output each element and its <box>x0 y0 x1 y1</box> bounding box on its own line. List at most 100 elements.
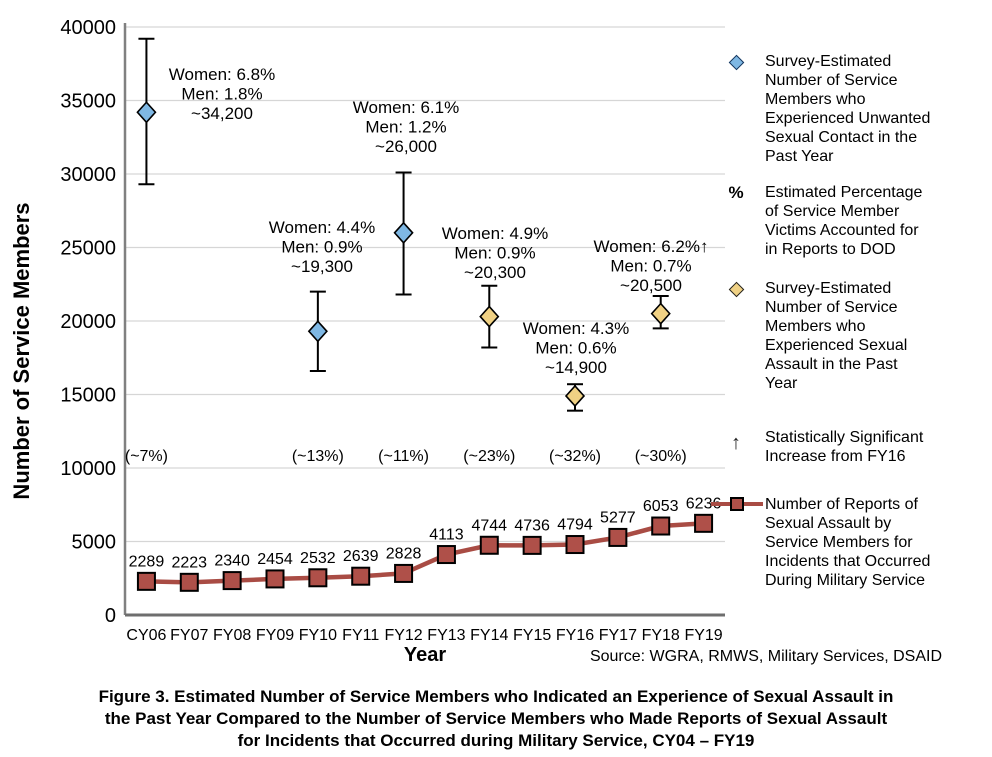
y-tick-label: 10000 <box>60 458 116 480</box>
survey-annotation-line: Women: 6.2%↑ <box>594 237 709 256</box>
survey-annotation-line: ~34,200 <box>191 104 253 123</box>
legend-item-reports: Number of Reports of Sexual Assault by S… <box>765 496 931 589</box>
survey-annotation-line: Men: 1.8% <box>181 85 262 104</box>
x-tick-label: FY13 <box>427 627 465 644</box>
report-marker <box>479 535 499 555</box>
pct-reported-label: (~11%) <box>378 448 429 465</box>
percent-icon: % <box>728 183 744 202</box>
y-tick-label: 0 <box>105 605 116 627</box>
y-tick-label: 25000 <box>60 238 116 260</box>
blue-diamond-icon <box>710 54 762 73</box>
legend-item-unwanted-contact: Survey-Estimated Number of Service Membe… <box>765 53 931 165</box>
x-axis-title: Year <box>403 644 447 666</box>
source-note: Source: WGRA, RMWS, Military Services, D… <box>589 648 942 665</box>
x-tick-label: FY16 <box>556 627 594 644</box>
survey-diamond <box>564 384 586 408</box>
report-data-label: 2454 <box>257 551 293 568</box>
survey-annotation-line: Women: 6.1% <box>353 98 459 117</box>
survey-annotation-line: Men: 0.9% <box>281 238 362 257</box>
y-tick-label: 35000 <box>60 91 116 113</box>
report-marker <box>308 568 328 588</box>
pct-reported-label: (~32%) <box>549 448 601 465</box>
x-tick-label: CY06 <box>126 627 166 644</box>
report-data-label: 2289 <box>129 553 165 570</box>
pct-reported-label: (~13%) <box>292 448 344 465</box>
survey-diamond <box>307 320 328 343</box>
report-marker <box>522 535 542 555</box>
survey-annotation-line: Men: 0.9% <box>454 244 535 263</box>
y-tick-label: 40000 <box>60 17 116 39</box>
chart-legend: Survey-Estimated Number of Service Membe… <box>710 0 986 640</box>
red-line-marker-icon <box>711 497 763 511</box>
x-tick-label: FY15 <box>513 627 551 644</box>
survey-annotation-line: Women: 4.9% <box>442 224 548 243</box>
chart-svg: 0 5000 10000 15000 20000 25000 30000 35000 40000… <box>60 17 725 644</box>
survey-annotation-line: ~20,300 <box>464 263 526 282</box>
caption-line-1: Figure 3. Estimated Number of Service Me… <box>98 687 894 706</box>
y-tick-label: 15000 <box>60 385 116 407</box>
x-tick-label: FY18 <box>642 627 680 644</box>
legend-item-sexual-assault: Survey-Estimated Number of Service Membe… <box>765 280 908 392</box>
report-marker <box>608 527 628 547</box>
report-data-label: 6053 <box>643 498 679 515</box>
figure-caption: Figure 3. Estimated Number of Service Me… <box>16 686 976 752</box>
survey-annotation-line: Women: 6.8% <box>169 65 275 84</box>
report-data-label: 4794 <box>557 517 593 534</box>
report-data-label: 2223 <box>171 554 207 571</box>
x-tick-label: FY10 <box>299 627 337 644</box>
x-tick-label: FY19 <box>684 627 722 644</box>
x-tick-label: FY17 <box>599 627 637 644</box>
report-data-label: 4736 <box>514 517 550 534</box>
report-data-label: 2639 <box>343 548 379 565</box>
pct-reported-label: (~23%) <box>463 448 515 465</box>
report-marker <box>565 535 585 555</box>
report-data-label: 5277 <box>600 509 636 526</box>
report-data-label: 4113 <box>429 527 464 544</box>
report-marker <box>265 569 285 589</box>
survey-diamond <box>136 101 157 124</box>
y-tick-label: 5000 <box>72 532 117 554</box>
pct-reported-label: (~30%) <box>635 448 687 465</box>
report-data-label: 4744 <box>471 517 507 534</box>
y-axis-title: Number of Service Members <box>9 202 34 500</box>
report-marker <box>436 545 456 565</box>
survey-annotation-line: ~14,900 <box>545 358 607 377</box>
report-marker <box>136 571 156 591</box>
survey-annotation-line: Women: 4.3% <box>523 319 629 338</box>
survey-annotation-line: Men: 0.6% <box>535 339 616 358</box>
survey-annotation-line: ~26,000 <box>375 137 437 156</box>
x-tick-label: FY11 <box>342 627 379 644</box>
report-data-label: 2340 <box>214 553 250 570</box>
report-marker <box>179 572 199 592</box>
y-tick-label: 30000 <box>60 164 116 186</box>
survey-diamond <box>479 305 500 328</box>
report-marker <box>351 566 371 586</box>
survey-annotation-line: ~19,300 <box>291 257 353 276</box>
up-arrow-icon: ↑ <box>731 432 741 454</box>
caption-line-2: the Past Year Compared to the Number of … <box>104 709 888 728</box>
report-marker <box>694 513 714 533</box>
report-data-label: 2532 <box>300 550 336 567</box>
x-tick-label: FY08 <box>213 627 251 644</box>
report-marker <box>394 563 414 583</box>
survey-diamond <box>393 221 414 244</box>
report-data-label: 6236 <box>686 495 722 512</box>
x-tick-label: FY07 <box>170 627 208 644</box>
report-marker <box>651 516 671 536</box>
report-marker <box>222 571 242 591</box>
survey-annotation-line: Women: 4.4% <box>269 218 375 237</box>
survey-annotation-line: Men: 1.2% <box>365 118 446 137</box>
x-tick-label: FY09 <box>256 627 294 644</box>
survey-annotation-line: ~20,500 <box>620 276 682 295</box>
report-data-label: 2828 <box>386 545 422 562</box>
survey-diamond <box>650 302 671 325</box>
x-tick-label: FY14 <box>470 627 508 644</box>
pct-reported-label: (~7%) <box>125 448 168 465</box>
survey-annotation-line: Men: 0.7% <box>610 257 691 276</box>
x-tick-label: FY12 <box>384 627 422 644</box>
caption-line-3: for Incidents that Occurred during Milit… <box>237 731 755 750</box>
legend-item-percentage-reported: Estimated Percentage of Service Member V… <box>765 184 923 258</box>
legend-item-significant-increase: Statistically Significant Increase from … <box>765 429 924 465</box>
y-tick-label: 20000 <box>60 311 116 333</box>
